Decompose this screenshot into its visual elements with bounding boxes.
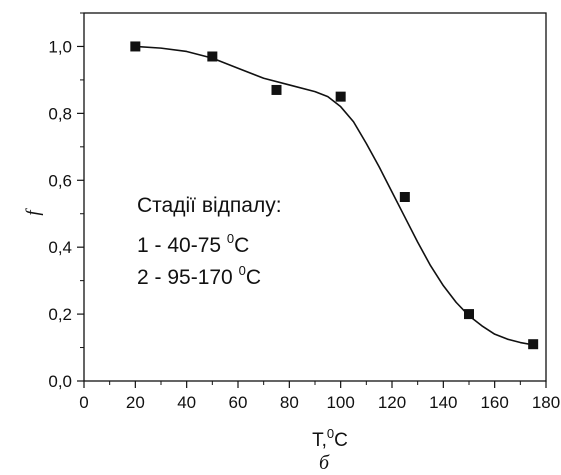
x-tick-label: 0 (79, 393, 88, 412)
x-tick-label: 120 (378, 393, 406, 412)
y-tick-label: 1,0 (48, 37, 72, 56)
data-point-marker (464, 309, 474, 320)
y-axis-label: f (23, 208, 44, 216)
plot-area: 0 20 40 60 80 100 120 140 160 180 0,0 0,2 0,4 0,6 0,8 1… (48, 12, 560, 412)
x-tick-label: 40 (177, 393, 196, 412)
annotation-title: Стадії відпалу: (137, 194, 282, 217)
x-tick-label: 180 (532, 393, 560, 412)
data-point-marker (528, 339, 539, 350)
y-tick-label: 0,0 (48, 372, 72, 391)
figure-caption: б (319, 452, 330, 474)
x-axis-label: T,0C (312, 426, 348, 451)
annotation-line-2: 2 - 95-170 0C (137, 263, 261, 289)
y-tick-label: 0,6 (48, 171, 72, 190)
data-point-marker (207, 51, 218, 62)
x-tick-label: 60 (229, 393, 248, 412)
x-tick-label: 20 (126, 393, 145, 412)
y-tick-label: 0,2 (48, 305, 72, 324)
fit-curve (135, 45, 534, 346)
y-tick-label: 0,4 (48, 238, 72, 257)
annotation-line-1: 1 - 40-75 0C (137, 231, 249, 257)
data-point-marker (399, 192, 410, 202)
data-point-marker (271, 84, 282, 95)
x-tick-label: 100 (326, 393, 354, 412)
y-tick-label: 0,8 (48, 104, 72, 123)
data-point-marker (130, 41, 141, 52)
x-tick-label: 160 (480, 393, 508, 412)
data-point-marker (335, 91, 346, 102)
x-tick-label: 80 (280, 393, 299, 412)
x-tick-label: 140 (429, 393, 457, 412)
